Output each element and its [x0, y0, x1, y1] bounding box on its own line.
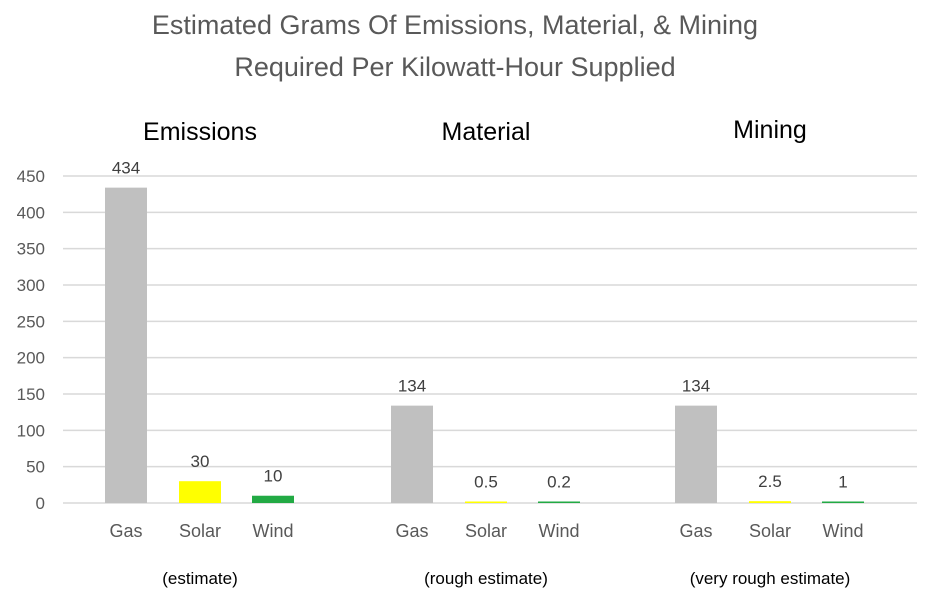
bar-mining-wind: [822, 501, 864, 503]
y-tick-label: 400: [17, 203, 45, 222]
y-tick-label: 0: [36, 494, 45, 513]
y-tick-label: 300: [17, 276, 45, 295]
x-category-label: Wind: [538, 521, 579, 541]
x-category-label: Solar: [749, 521, 791, 541]
x-category-label: Gas: [109, 521, 142, 541]
group-title-material: Material: [442, 118, 531, 146]
y-tick-label: 100: [17, 421, 45, 440]
bar-emissions-gas: [105, 187, 147, 504]
data-label: 134: [398, 377, 426, 396]
data-label: 134: [682, 377, 710, 396]
data-label: 1: [838, 473, 847, 492]
y-tick-label: 200: [17, 349, 45, 368]
group-title-mining: Mining: [733, 116, 807, 144]
bar-material-gas: [391, 405, 433, 503]
x-category-label: Wind: [252, 521, 293, 541]
x-category-label: Gas: [679, 521, 712, 541]
y-tick-label: 250: [17, 312, 45, 331]
bar-material-solar: [465, 501, 507, 503]
y-tick-label: 350: [17, 240, 45, 259]
group-note: (estimate): [162, 569, 238, 588]
bar-mining-gas: [675, 405, 717, 503]
group-title-emissions: Emissions: [143, 118, 257, 146]
x-category-label: Solar: [179, 521, 221, 541]
data-label: 30: [191, 452, 210, 471]
data-label: 10: [264, 467, 283, 486]
x-category-label: Gas: [395, 521, 428, 541]
y-tick-label: 450: [17, 167, 45, 186]
y-tick-label: 150: [17, 385, 45, 404]
y-tick-label: 50: [26, 458, 45, 477]
chart-title-line-1: Estimated Grams Of Emissions, Material, …: [151, 10, 759, 40]
data-label: 2.5: [758, 472, 782, 491]
bar-mining-solar: [749, 501, 791, 503]
x-category-label: Solar: [465, 521, 507, 541]
bar-emissions-wind: [252, 495, 294, 503]
data-label: 0.2: [547, 473, 571, 492]
data-label: 434: [112, 159, 140, 178]
bar-emissions-solar: [179, 481, 221, 503]
bar-material-wind: [538, 501, 580, 503]
chart-title-line-2: Required Per Kilowatt-Hour Supplied: [234, 52, 676, 82]
group-note: (very rough estimate): [690, 569, 851, 588]
data-label: 0.5: [474, 473, 498, 492]
x-category-label: Wind: [822, 521, 863, 541]
group-note: (rough estimate): [424, 569, 548, 588]
